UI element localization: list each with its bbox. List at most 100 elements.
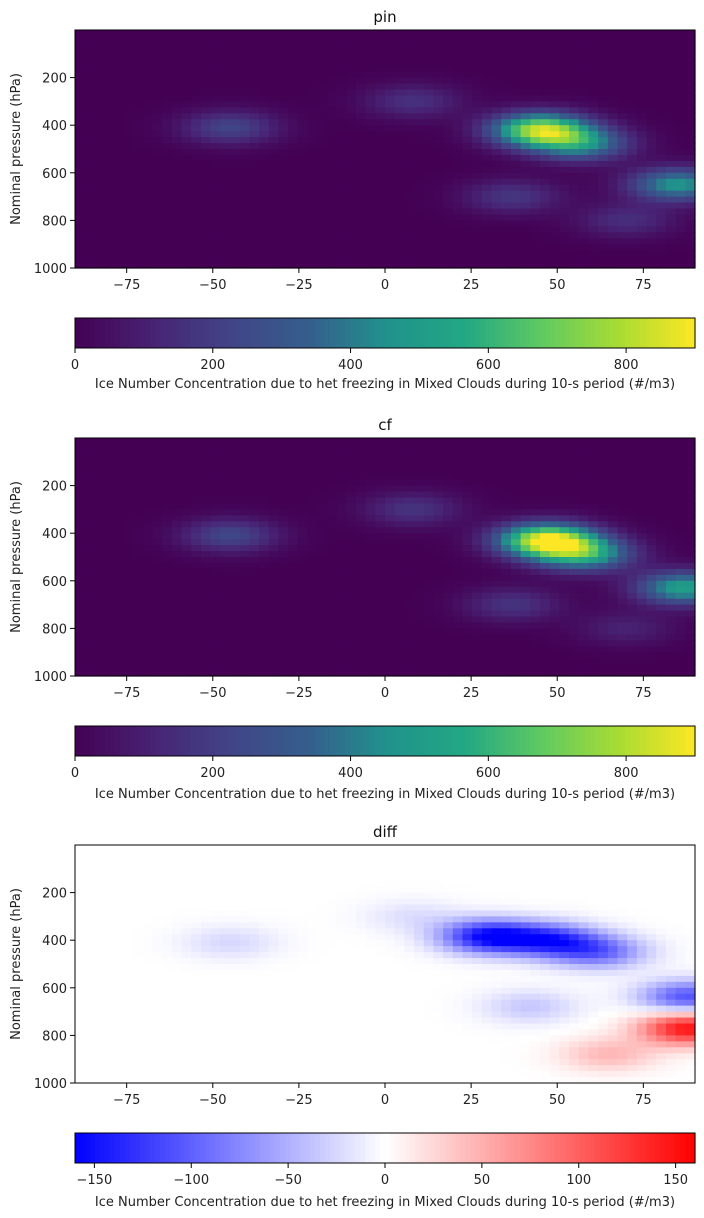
heatmap-cell — [540, 160, 551, 168]
heatmap-cell — [627, 250, 638, 257]
heatmap-cell — [365, 83, 376, 91]
heatmap-cell — [481, 652, 493, 659]
heatmap-cell — [142, 137, 154, 144]
heatmap-cell — [249, 184, 260, 192]
heatmap-cell — [133, 143, 144, 150]
heatmap-cell — [288, 83, 299, 91]
heatmap-cell — [510, 83, 522, 91]
heatmap-cell — [133, 178, 144, 186]
heatmap-cell — [481, 658, 493, 665]
heatmap-cell — [656, 250, 667, 257]
heatmap-cell — [549, 113, 560, 120]
heatmap-cell — [307, 568, 318, 576]
heatmap-cell — [452, 461, 464, 469]
heatmap-cell — [559, 214, 570, 221]
heatmap-cell — [627, 89, 638, 97]
heatmap-cell — [588, 47, 599, 55]
heatmap-cell — [317, 83, 328, 91]
heatmap-cell — [355, 580, 367, 588]
heatmap-cell — [220, 533, 231, 540]
heatmap-cell — [230, 190, 241, 198]
heatmap-cell — [578, 455, 590, 463]
heatmap-cell — [307, 238, 318, 245]
heatmap-cell — [84, 125, 95, 132]
heatmap-cell — [665, 30, 677, 37]
heatmap-cell — [336, 509, 347, 516]
heatmap-cell — [307, 250, 318, 257]
heatmap-cell — [627, 160, 638, 168]
heatmap-cell — [162, 539, 173, 546]
heatmap-cell — [355, 473, 367, 481]
heatmap-cell — [510, 622, 522, 629]
heatmap-cell — [452, 586, 464, 594]
heatmap-cell — [230, 521, 241, 528]
heatmap-cell — [607, 652, 619, 659]
heatmap-cell — [375, 539, 386, 546]
heatmap-cell — [423, 89, 435, 97]
heatmap-cell — [171, 497, 183, 505]
heatmap-cell — [385, 664, 396, 671]
heatmap-cell — [540, 196, 551, 204]
heatmap-cell — [355, 533, 367, 540]
heatmap-cell — [326, 41, 338, 49]
heatmap-cell — [220, 443, 231, 451]
heatmap-cell — [559, 562, 570, 570]
heatmap-cell — [423, 107, 435, 114]
heatmap-cell — [598, 485, 609, 493]
heatmap-cell — [578, 664, 590, 671]
heatmap-cell — [210, 35, 221, 43]
heatmap-cell — [142, 101, 154, 108]
heatmap-cell — [104, 438, 115, 445]
heatmap-cell — [191, 646, 202, 653]
heatmap-cell — [94, 214, 105, 221]
heatmap-cell — [433, 244, 444, 251]
heatmap-cell — [268, 95, 280, 102]
heatmap-cell — [142, 256, 154, 263]
heatmap-cell — [452, 47, 464, 55]
heatmap-cell — [94, 604, 105, 612]
heatmap-cell — [433, 59, 444, 67]
heatmap-cell — [113, 232, 125, 239]
heatmap-cell — [191, 568, 202, 576]
heatmap-cell — [75, 143, 86, 150]
heatmap-cell — [297, 557, 309, 564]
colorbar-swatch — [665, 318, 671, 348]
heatmap-cell — [142, 586, 154, 594]
heatmap-cell — [249, 154, 260, 162]
heatmap-cell — [481, 101, 493, 108]
heatmap-cell — [200, 35, 212, 43]
heatmap-cell — [636, 131, 648, 138]
heatmap-cell — [210, 503, 221, 510]
heatmap-cell — [191, 491, 202, 499]
heatmap-cell — [414, 125, 425, 132]
heatmap-cell — [200, 71, 212, 79]
heatmap-cell — [481, 461, 493, 469]
heatmap-cell — [181, 443, 192, 451]
heatmap-cell — [259, 461, 270, 469]
heatmap-cell — [559, 586, 570, 594]
heatmap-cell — [414, 604, 425, 612]
heatmap-cell — [462, 646, 473, 653]
heatmap-cell — [462, 545, 473, 552]
heatmap-cell — [230, 515, 241, 522]
heatmap-cell — [501, 443, 512, 451]
heatmap-cell — [443, 539, 454, 546]
heatmap-cell — [307, 521, 318, 528]
heatmap-cell — [559, 509, 570, 516]
heatmap-cell — [394, 196, 405, 204]
heatmap-cell — [355, 89, 367, 97]
heatmap-cell — [656, 190, 667, 198]
heatmap-cell — [355, 604, 367, 612]
heatmap-cell — [326, 628, 338, 635]
heatmap-cell — [491, 598, 502, 606]
heatmap-cell — [230, 628, 241, 635]
heatmap-cell — [171, 438, 183, 445]
heatmap-cell — [510, 485, 522, 493]
heatmap-cell — [317, 35, 328, 43]
heatmap-cell — [394, 178, 405, 186]
heatmap-cell — [171, 491, 183, 499]
heatmap-cell — [665, 89, 677, 97]
heatmap-cell — [278, 83, 289, 91]
heatmap-cell — [326, 521, 338, 528]
heatmap-cell — [142, 166, 154, 174]
